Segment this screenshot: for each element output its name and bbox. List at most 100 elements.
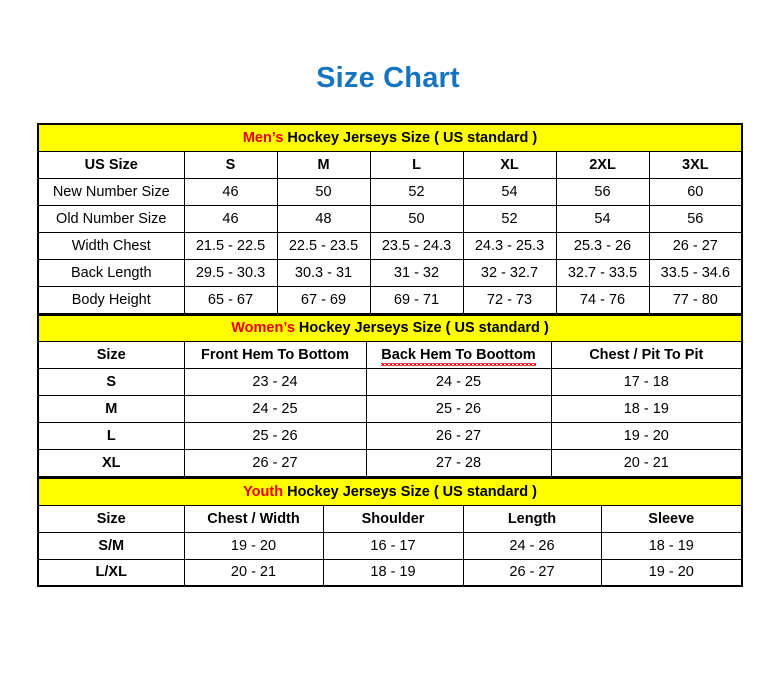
youth-header-cell: Sleeve (600, 504, 743, 533)
mens-section-banner: Men’s Hockey Jerseys Size ( US standard … (37, 123, 743, 152)
mens-header-cell: 3XL (648, 150, 743, 179)
spellcheck-underline: Back Hem To Boottom (381, 346, 537, 366)
mens-row-label: Back Length (37, 258, 185, 287)
mens-banner-accent: Men’s (242, 129, 284, 146)
mens-header-cell: S (183, 150, 278, 179)
mens-banner-rest: Hockey Jerseys Size ( US standard ) (283, 129, 538, 146)
table-row: Back Length 29.5 - 30.3 30.3 - 31 31 - 3… (37, 258, 743, 287)
womens-section-banner: Women’s Hockey Jerseys Size ( US standar… (37, 314, 743, 342)
youth-cell: 16 - 17 (322, 531, 464, 560)
youth-cell: 19 - 20 (600, 558, 743, 587)
youth-header-cell: Length (462, 504, 602, 533)
womens-cell: 20 - 21 (550, 449, 743, 477)
youth-cell: 20 - 21 (183, 558, 324, 587)
womens-banner-rest: Hockey Jerseys Size ( US standard ) (294, 320, 549, 337)
mens-cell: 29.5 - 30.3 (183, 258, 278, 287)
mens-header-row: US Size S M L XL 2XL 3XL (37, 150, 743, 179)
mens-cell: 48 (276, 204, 371, 233)
womens-row-label: XL (37, 449, 185, 477)
mens-cell: 25.3 - 26 (555, 231, 650, 260)
table-row: Body Height 65 - 67 67 - 69 69 - 71 72 -… (37, 285, 743, 314)
womens-row-label: S (37, 368, 185, 396)
womens-cell: 26 - 27 (183, 449, 367, 477)
womens-cell: 25 - 26 (183, 422, 367, 450)
youth-header-cell: Size (37, 504, 185, 533)
mens-cell: 56 (648, 204, 743, 233)
youth-cell: 24 - 26 (462, 531, 602, 560)
mens-header-cell: XL (462, 150, 557, 179)
womens-cell: 24 - 25 (183, 395, 367, 423)
youth-cell: 26 - 27 (462, 558, 602, 587)
mens-cell: 60 (648, 177, 743, 206)
mens-cell: 54 (555, 204, 650, 233)
mens-row-label: Old Number Size (37, 204, 185, 233)
mens-row-label: Width Chest (37, 231, 185, 260)
womens-row-label: M (37, 395, 185, 423)
womens-header-cell: Front Hem To Bottom (183, 341, 367, 369)
table-row: Old Number Size 46 48 50 52 54 56 (37, 204, 743, 233)
mens-cell: 21.5 - 22.5 (183, 231, 278, 260)
womens-size-table: Women’s Hockey Jerseys Size ( US standar… (37, 313, 744, 477)
youth-cell: 18 - 19 (322, 558, 464, 587)
youth-section-banner: Youth Hockey Jerseys Size ( US standard … (37, 477, 743, 506)
youth-header-cell: Shoulder (322, 504, 464, 533)
table-row: L 25 - 26 26 - 27 19 - 20 (37, 422, 743, 450)
mens-cell: 32.7 - 33.5 (555, 258, 650, 287)
mens-cell: 31 - 32 (369, 258, 464, 287)
mens-cell: 67 - 69 (276, 285, 371, 314)
womens-cell: 25 - 26 (365, 395, 552, 423)
mens-cell: 77 - 80 (648, 285, 743, 314)
table-row: L/XL 20 - 21 18 - 19 26 - 27 19 - 20 (37, 558, 743, 587)
youth-row-label: S/M (37, 531, 185, 560)
womens-header-cell: Chest / Pit To Pit (550, 341, 743, 369)
mens-header-cell: US Size (37, 150, 185, 179)
mens-cell: 72 - 73 (462, 285, 557, 314)
mens-cell: 30.3 - 31 (276, 258, 371, 287)
womens-cell: 19 - 20 (550, 422, 743, 450)
mens-cell: 24.3 - 25.3 (462, 231, 557, 260)
table-row: M 24 - 25 25 - 26 18 - 19 (37, 395, 743, 423)
mens-cell: 22.5 - 23.5 (276, 231, 371, 260)
page-title: Size Chart (316, 62, 460, 94)
womens-header-cell: Size (37, 341, 185, 369)
mens-cell: 46 (183, 177, 278, 206)
youth-banner-accent: Youth (243, 483, 284, 500)
womens-cell: 18 - 19 (550, 395, 743, 423)
mens-cell: 69 - 71 (369, 285, 464, 314)
table-row: New Number Size 46 50 52 54 56 60 (37, 177, 743, 206)
mens-size-table: Men’s Hockey Jerseys Size ( US standard … (37, 123, 744, 314)
mens-cell: 65 - 67 (183, 285, 278, 314)
size-charts-container: Men’s Hockey Jerseys Size ( US standard … (37, 123, 744, 587)
table-row: S/M 19 - 20 16 - 17 24 - 26 18 - 19 (37, 531, 743, 560)
youth-cell: 18 - 19 (600, 531, 743, 560)
youth-size-table: Youth Hockey Jerseys Size ( US standard … (37, 477, 744, 587)
youth-banner-rest: Hockey Jerseys Size ( US standard ) (283, 483, 537, 500)
mens-cell: 50 (276, 177, 371, 206)
mens-row-label: New Number Size (37, 177, 185, 206)
womens-cell: 27 - 28 (365, 449, 552, 477)
table-row: S 23 - 24 24 - 25 17 - 18 (37, 368, 743, 396)
mens-cell: 46 (183, 204, 278, 233)
mens-cell: 26 - 27 (648, 231, 743, 260)
table-row: Width Chest 21.5 - 22.5 22.5 - 23.5 23.5… (37, 231, 743, 260)
womens-row-label: L (37, 422, 185, 450)
mens-cell: 23.5 - 24.3 (369, 231, 464, 260)
womens-banner-row: Women’s Hockey Jerseys Size ( US standar… (37, 314, 743, 342)
womens-cell: 24 - 25 (365, 368, 552, 396)
womens-header-row: Size Front Hem To Bottom Back Hem To Boo… (37, 341, 743, 369)
mens-cell: 50 (369, 204, 464, 233)
mens-header-cell: 2XL (555, 150, 650, 179)
womens-cell: 26 - 27 (365, 422, 552, 450)
womens-cell: 23 - 24 (183, 368, 367, 396)
mens-cell: 74 - 76 (555, 285, 650, 314)
womens-header-cell-misspelled: Back Hem To Boottom (365, 341, 552, 369)
youth-cell: 19 - 20 (183, 531, 324, 560)
mens-cell: 33.5 - 34.6 (648, 258, 743, 287)
mens-header-cell: M (276, 150, 371, 179)
mens-cell: 56 (555, 177, 650, 206)
mens-cell: 52 (462, 204, 557, 233)
womens-cell: 17 - 18 (550, 368, 743, 396)
mens-banner-row: Men’s Hockey Jerseys Size ( US standard … (37, 123, 743, 152)
mens-header-cell: L (369, 150, 464, 179)
